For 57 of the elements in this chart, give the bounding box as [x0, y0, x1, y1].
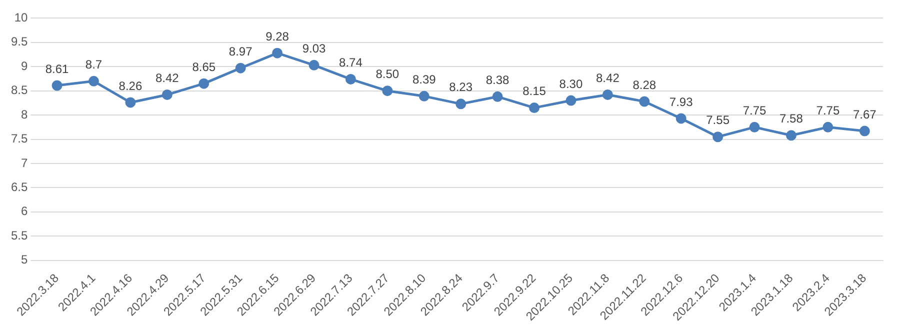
point	[345, 74, 356, 84]
y-tick-label: 6	[20, 204, 28, 218]
point	[566, 95, 576, 106]
y-tick-label: 7.5	[10, 132, 28, 146]
point	[162, 89, 172, 100]
data-label: 8.50	[376, 67, 400, 82]
data-label: 8.7	[85, 57, 102, 72]
point	[382, 86, 393, 96]
y-tick-label: 9	[20, 58, 28, 73]
point	[88, 76, 99, 86]
y-tick-label: 8	[20, 107, 28, 122]
y-tick-label: 5	[20, 252, 28, 267]
data-label: 7.75	[742, 103, 767, 118]
point	[456, 98, 466, 110]
data-label: 8.61	[45, 62, 70, 76]
y-tick-label: 10	[14, 10, 28, 25]
point	[749, 122, 760, 132]
data-label: 8.74	[339, 56, 363, 70]
data-label: 8.39	[412, 72, 436, 86]
point	[272, 48, 283, 58]
y-tick-label: 5.5	[10, 228, 28, 242]
data-label: 9.28	[266, 29, 290, 44]
data-label: 8.38	[486, 72, 510, 87]
data-label: 7.93	[669, 94, 694, 109]
y-tick-label: 9.5	[10, 34, 28, 49]
point	[602, 89, 613, 100]
data-label: 8.65	[192, 60, 216, 74]
data-label: 8.42	[596, 71, 620, 86]
point	[712, 132, 724, 142]
point	[418, 90, 430, 102]
point	[52, 80, 62, 91]
point	[492, 91, 503, 102]
point	[308, 60, 320, 70]
y-tick-label: 8.5	[10, 83, 28, 98]
point	[639, 96, 650, 107]
point	[198, 78, 210, 89]
data-label: 8.15	[522, 84, 546, 98]
data-label: 7.75	[816, 103, 840, 118]
data-label: 7.55	[706, 113, 730, 128]
y-tick-label: 6.5	[10, 180, 28, 194]
point	[786, 130, 796, 141]
point	[235, 62, 246, 74]
point	[859, 126, 870, 136]
point	[529, 102, 540, 114]
data-label: 8.42	[155, 71, 180, 86]
point	[822, 122, 834, 132]
data-label: 8.26	[118, 78, 142, 93]
data-label: 8.97	[228, 44, 253, 58]
point	[676, 113, 686, 124]
y-tick-label: 7	[20, 156, 28, 170]
data-label: 8.28	[632, 78, 656, 92]
data-label: 8.30	[559, 76, 583, 91]
data-label: 8.23	[449, 80, 473, 94]
data-label: 7.67	[852, 107, 877, 122]
data-label: 9.03	[302, 41, 326, 56]
point	[125, 97, 136, 108]
data-label: 7.58	[780, 112, 804, 126]
